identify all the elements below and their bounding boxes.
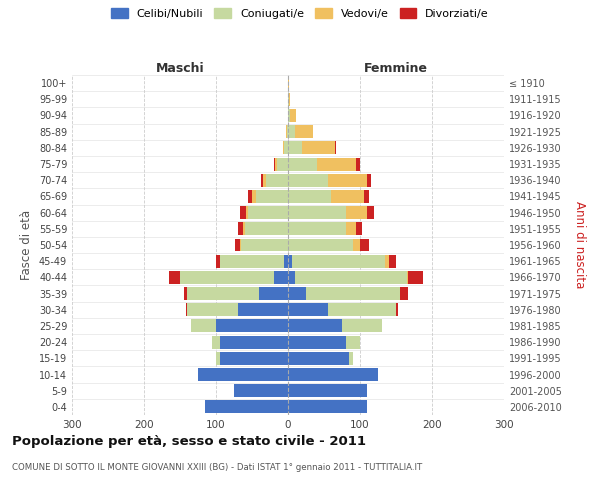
Bar (400, 287, 407, 300)
Bar (302, 142, 335, 154)
Bar (288, 271, 295, 284)
Bar (295, 271, 407, 284)
Bar (331, 190, 364, 203)
Bar (220, 254, 284, 268)
Bar (288, 320, 342, 332)
Bar (286, 125, 287, 138)
Bar (187, 304, 238, 316)
Bar (290, 109, 296, 122)
Bar (248, 206, 288, 219)
Bar (287, 125, 288, 138)
Bar (288, 93, 289, 106)
Bar (266, 174, 288, 186)
Bar (284, 254, 288, 268)
Bar (288, 76, 289, 90)
Bar (288, 190, 331, 203)
Bar (186, 304, 187, 316)
Bar (198, 368, 288, 381)
Text: Popolazione per età, sesso e stato civile - 2011: Popolazione per età, sesso e stato civil… (12, 435, 366, 448)
Bar (288, 352, 349, 365)
Text: COMUNE DI SOTTO IL MONTE GIOVANNI XXIII (BG) - Dati ISTAT 1° gennaio 2011 - TUTT: COMUNE DI SOTTO IL MONTE GIOVANNI XXIII … (12, 462, 422, 471)
Bar (220, 352, 288, 365)
Bar (346, 336, 360, 348)
Bar (288, 158, 317, 170)
Bar (262, 174, 263, 186)
Bar (216, 352, 220, 365)
Y-axis label: Anni di nascita: Anni di nascita (573, 202, 586, 288)
Bar (244, 222, 245, 235)
Bar (205, 400, 288, 413)
Bar (292, 254, 385, 268)
Bar (180, 271, 274, 284)
Bar (256, 190, 288, 203)
Bar (288, 174, 328, 186)
Bar (408, 271, 422, 284)
Bar (317, 158, 356, 170)
Bar (284, 142, 288, 154)
Bar (259, 287, 288, 300)
Bar (407, 271, 408, 284)
Bar (288, 384, 367, 397)
Bar (385, 254, 389, 268)
Text: Maschi: Maschi (155, 62, 205, 75)
Bar (356, 222, 362, 235)
Bar (288, 336, 346, 348)
Bar (238, 222, 244, 235)
Legend: Celibi/Nubili, Coniugati/e, Vedovi/e, Divorziati/e: Celibi/Nubili, Coniugati/e, Vedovi/e, Di… (111, 8, 489, 19)
Bar (288, 125, 295, 138)
Bar (241, 238, 288, 252)
Bar (288, 238, 353, 252)
Bar (288, 142, 302, 154)
Bar (263, 174, 266, 186)
Bar (367, 206, 374, 219)
Bar (364, 190, 370, 203)
Bar (216, 254, 220, 268)
Bar (295, 125, 313, 138)
Bar (248, 190, 252, 203)
Bar (288, 400, 367, 413)
Bar (288, 254, 292, 268)
Bar (288, 304, 328, 316)
Bar (288, 109, 290, 122)
Bar (356, 158, 360, 170)
Bar (246, 206, 248, 219)
Bar (328, 174, 367, 186)
Bar (288, 368, 378, 381)
Y-axis label: Fasce di età: Fasce di età (20, 210, 33, 280)
Bar (275, 158, 277, 170)
Bar (360, 238, 368, 252)
Bar (216, 320, 288, 332)
Bar (252, 190, 256, 203)
Bar (235, 238, 241, 252)
Bar (274, 271, 288, 284)
Bar (238, 304, 288, 316)
Bar (191, 320, 216, 332)
Bar (389, 254, 396, 268)
Bar (396, 304, 398, 316)
Bar (288, 222, 346, 235)
Bar (274, 158, 275, 170)
Bar (367, 174, 371, 186)
Bar (328, 304, 396, 316)
Bar (234, 384, 288, 397)
Bar (184, 287, 187, 300)
Bar (342, 320, 382, 332)
Bar (245, 222, 288, 235)
Bar (289, 93, 290, 106)
Bar (212, 336, 220, 348)
Bar (277, 158, 288, 170)
Bar (241, 206, 246, 219)
Bar (346, 206, 367, 219)
Bar (346, 222, 356, 235)
Bar (220, 336, 288, 348)
Bar (349, 352, 353, 365)
Bar (288, 206, 346, 219)
Bar (283, 142, 284, 154)
Bar (187, 287, 259, 300)
Bar (306, 287, 400, 300)
Bar (353, 238, 360, 252)
Text: Femmine: Femmine (364, 62, 428, 75)
Bar (288, 287, 306, 300)
Bar (169, 271, 180, 284)
